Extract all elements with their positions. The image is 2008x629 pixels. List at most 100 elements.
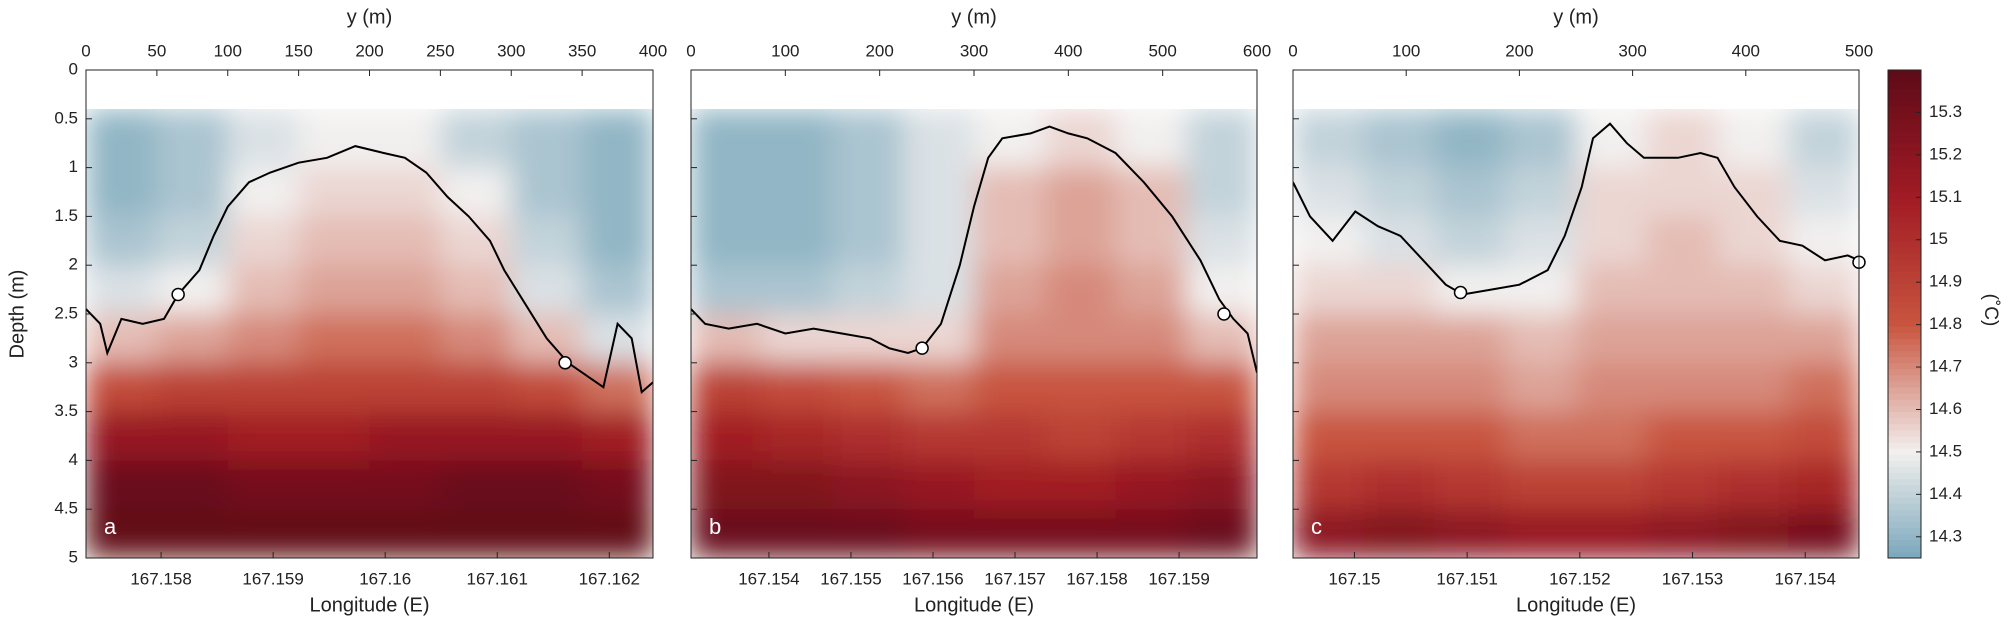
panel-label: a bbox=[104, 514, 117, 539]
panel: 0 100 200 300 400 500 167.15 167.151 167.152 167.… bbox=[1288, 6, 1873, 616]
colorbar-swatch bbox=[1888, 94, 1921, 101]
heat-cell bbox=[1434, 460, 1506, 510]
colorbar-swatch bbox=[1888, 277, 1921, 284]
colorbar-swatch bbox=[1888, 515, 1921, 522]
heat-cell bbox=[369, 314, 441, 364]
heat-cell bbox=[1363, 265, 1435, 315]
heat-cell bbox=[761, 167, 833, 217]
heat-cell bbox=[227, 216, 300, 266]
colorbar-swatch bbox=[1888, 326, 1921, 333]
x-tick-label: 400 bbox=[639, 41, 667, 60]
colorbar-swatch bbox=[1888, 521, 1921, 528]
heat-cell bbox=[298, 109, 370, 169]
heat-cell bbox=[1717, 411, 1789, 461]
heat-cell bbox=[1717, 509, 1789, 558]
heat-cell bbox=[86, 216, 158, 266]
colorbar-swatch bbox=[1888, 106, 1921, 114]
marker bbox=[1217, 307, 1231, 321]
heat-cell bbox=[903, 460, 975, 510]
heat-cell bbox=[1576, 362, 1648, 413]
y-tick-label: 4 bbox=[69, 450, 78, 469]
heat-cell bbox=[369, 167, 441, 217]
lon-tick-label: 167.16 bbox=[359, 569, 411, 588]
colorbar-tick-label: 14.7 bbox=[1929, 357, 1962, 376]
heat-cell bbox=[974, 109, 1046, 169]
heat-cell bbox=[511, 216, 583, 266]
heat-cell bbox=[761, 460, 833, 510]
x-tick-label: 0 bbox=[686, 41, 695, 60]
heat-cell bbox=[1363, 509, 1435, 558]
colorbar-swatch bbox=[1888, 259, 1921, 266]
colorbar-swatch bbox=[1888, 82, 1921, 89]
heat-cell bbox=[1788, 265, 1859, 315]
lon-tick-label: 167.15 bbox=[1328, 569, 1380, 588]
x-axis-label: y (m) bbox=[1553, 6, 1599, 28]
colorbar-tick-label: 15.1 bbox=[1929, 187, 1962, 206]
heat-cell bbox=[582, 362, 653, 413]
colorbar-swatch bbox=[1888, 405, 1921, 413]
colorbar-swatch bbox=[1888, 551, 1921, 559]
colorbar-tick-label: 15.3 bbox=[1929, 102, 1962, 121]
heat-cell bbox=[298, 167, 370, 217]
heat-cell bbox=[582, 509, 653, 558]
lon-tick-label: 167.161 bbox=[467, 569, 528, 588]
heat-cell bbox=[369, 509, 441, 558]
y-tick-label: 0.5 bbox=[54, 108, 78, 127]
lon-tick-label: 167.162 bbox=[579, 569, 640, 588]
colorbar-swatch bbox=[1888, 527, 1921, 535]
heat-cell bbox=[1363, 460, 1435, 510]
heat-cell bbox=[974, 460, 1046, 510]
heat-cell bbox=[369, 109, 441, 169]
heat-cell bbox=[156, 167, 229, 217]
x-tick-label: 400 bbox=[1054, 41, 1082, 60]
marker bbox=[1453, 285, 1468, 300]
heat-cell bbox=[1044, 167, 1116, 217]
colorbar-swatch bbox=[1888, 155, 1921, 162]
heatmap bbox=[1293, 109, 1859, 558]
heat-cell bbox=[1293, 509, 1365, 558]
heat-cell bbox=[1115, 460, 1187, 510]
lon-tick-label: 167.159 bbox=[242, 569, 303, 588]
colorbar-swatch bbox=[1888, 490, 1921, 498]
heat-cell bbox=[1788, 411, 1859, 461]
heat-cell bbox=[1293, 216, 1365, 266]
heat-cell bbox=[974, 509, 1046, 558]
heat-cell bbox=[1434, 411, 1506, 461]
heat-cell bbox=[227, 362, 300, 413]
heat-cell bbox=[761, 265, 833, 315]
heat-cell bbox=[974, 362, 1046, 413]
heat-cell bbox=[1186, 314, 1257, 364]
colorbar-swatch bbox=[1888, 454, 1921, 461]
heat-cell bbox=[511, 167, 583, 217]
heat-cell bbox=[582, 216, 653, 266]
colorbar-swatch bbox=[1888, 265, 1921, 272]
heat-cell bbox=[1576, 167, 1648, 217]
heat-cell bbox=[1717, 265, 1789, 315]
heat-cell bbox=[1434, 314, 1506, 364]
heat-cell bbox=[1576, 411, 1648, 461]
heatmap-clip bbox=[86, 109, 653, 558]
x-tick-label: 500 bbox=[1148, 41, 1176, 60]
heat-cell bbox=[1115, 509, 1187, 558]
heat-cell bbox=[691, 460, 763, 510]
y-tick-label: 1 bbox=[69, 157, 78, 176]
heat-cell bbox=[1044, 265, 1116, 315]
heat-cell bbox=[1434, 509, 1506, 558]
colorbar-swatch bbox=[1888, 124, 1921, 132]
heat-cell bbox=[1044, 509, 1116, 558]
lon-tick-label: 167.157 bbox=[984, 569, 1045, 588]
heat-cell bbox=[1717, 314, 1789, 364]
heat-cell bbox=[761, 109, 833, 169]
heat-cell bbox=[1717, 216, 1789, 266]
heat-cell bbox=[1576, 460, 1648, 510]
heat-cell bbox=[1646, 460, 1718, 510]
heat-cell bbox=[974, 314, 1046, 364]
heat-cell bbox=[691, 265, 763, 315]
heat-cell bbox=[1717, 460, 1789, 510]
heat-cell bbox=[1434, 216, 1506, 266]
lon-axis-label: Longitude (E) bbox=[309, 594, 429, 616]
colorbar-swatch bbox=[1888, 356, 1921, 364]
colorbar-swatch bbox=[1888, 149, 1921, 156]
colorbar-swatch bbox=[1888, 216, 1921, 223]
